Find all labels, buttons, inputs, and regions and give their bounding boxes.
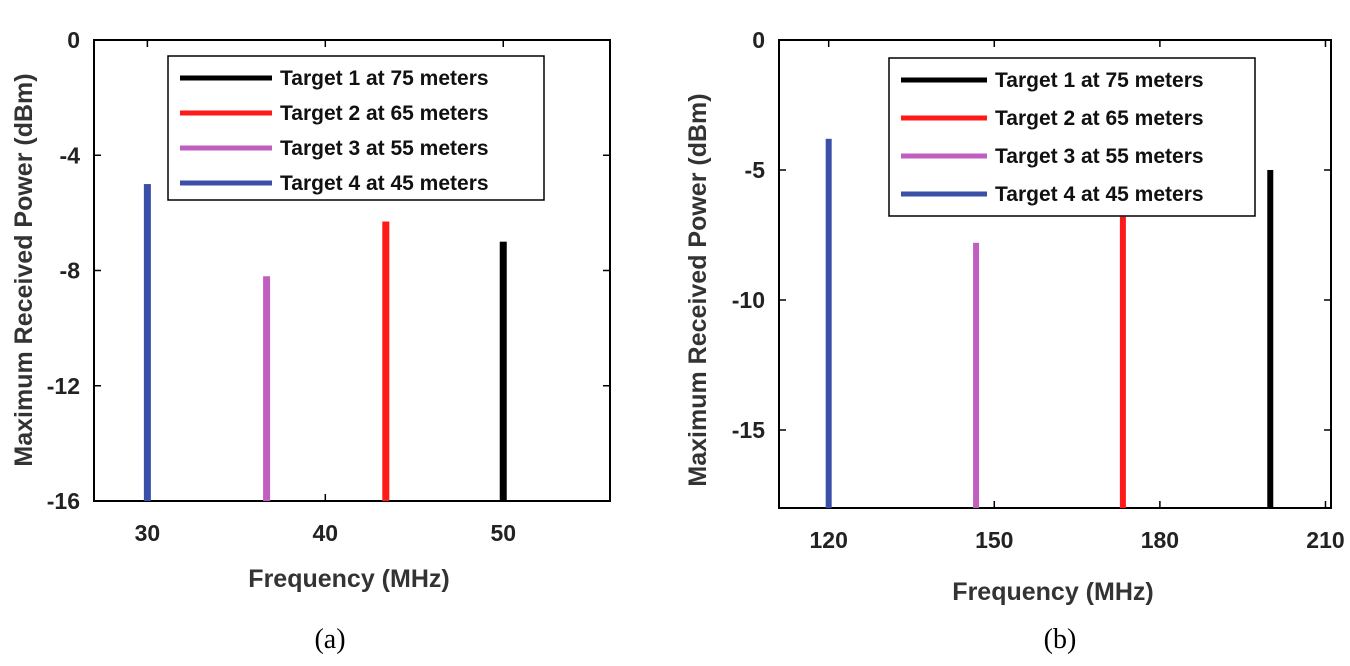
bars <box>825 138 1274 509</box>
y-tick-labels: 0 -5 -10 -15 <box>732 27 765 443</box>
x-axis-title: Frequency (MHz) <box>952 578 1153 606</box>
legend: Target 1 at 75 meters Target 2 at 65 mete… <box>167 55 545 201</box>
bar-3 <box>973 242 980 509</box>
legend: Target 1 at 75 meters Target 2 at 65 mete… <box>888 57 1256 217</box>
chart-panel-a: 0 -4 -8 -12 -16 30 40 50 Target 1 at 75 meters… <box>10 27 611 655</box>
legend-label-1: Target 1 at 75 meters <box>280 67 489 90</box>
bar-4 <box>825 138 832 509</box>
chart-panel-b: 0 -5 -10 -15 120 150 180 210 Target 1 at 75 me… <box>684 27 1345 655</box>
legend-label-3: Target 3 at 55 meters <box>995 145 1204 168</box>
bar-1 <box>499 241 507 501</box>
legend-label-4: Target 4 at 45 meters <box>995 183 1204 206</box>
legend-label-2: Target 2 at 65 meters <box>995 107 1204 130</box>
bar-2 <box>382 221 390 502</box>
bars <box>143 184 507 502</box>
bar-3 <box>263 276 271 501</box>
y-tick-label: -5 <box>745 157 766 183</box>
bar-2 <box>1119 216 1126 509</box>
ticks <box>94 39 610 502</box>
legend-label-2: Target 2 at 65 meters <box>280 102 489 125</box>
x-tick-label: 120 <box>809 527 847 553</box>
bar-1 <box>1267 170 1274 508</box>
x-tick-labels: 30 40 50 <box>135 520 516 546</box>
x-tick-label: 50 <box>490 520 516 546</box>
legend-label-4: Target 4 at 45 meters <box>280 172 489 195</box>
y-tick-label: -16 <box>47 488 80 514</box>
x-tick-label: 40 <box>313 520 339 546</box>
caption-b: (b) <box>1044 624 1077 655</box>
y-tick-label: -8 <box>60 258 81 284</box>
y-tick-label: 0 <box>752 27 765 53</box>
x-tick-labels: 120 150 180 210 <box>809 527 1344 553</box>
y-tick-label: -12 <box>47 373 80 399</box>
ticks <box>779 39 1331 508</box>
y-tick-label: -15 <box>732 417 765 443</box>
y-tick-label: -4 <box>60 142 81 168</box>
y-tick-labels: 0 -4 -8 -12 -16 <box>47 27 80 514</box>
y-tick-label: -10 <box>732 287 765 313</box>
legend-label-1: Target 1 at 75 meters <box>995 69 1204 92</box>
y-tick-label: 0 <box>67 27 80 53</box>
caption-a: (a) <box>314 624 345 655</box>
y-axis-title: Maximum Received Power (dBm) <box>10 73 38 466</box>
legend-box <box>888 57 1256 217</box>
x-tick-label: 210 <box>1306 527 1344 553</box>
x-tick-label: 180 <box>1141 527 1179 553</box>
legend-label-3: Target 3 at 55 meters <box>280 137 489 160</box>
y-axis-title: Maximum Received Power (dBm) <box>684 93 712 486</box>
x-tick-label: 150 <box>975 527 1013 553</box>
bar-4 <box>143 184 151 501</box>
x-axis-title: Frequency (MHz) <box>248 565 449 593</box>
plot-area-frame <box>778 39 1332 509</box>
x-tick-label: 30 <box>135 520 161 546</box>
